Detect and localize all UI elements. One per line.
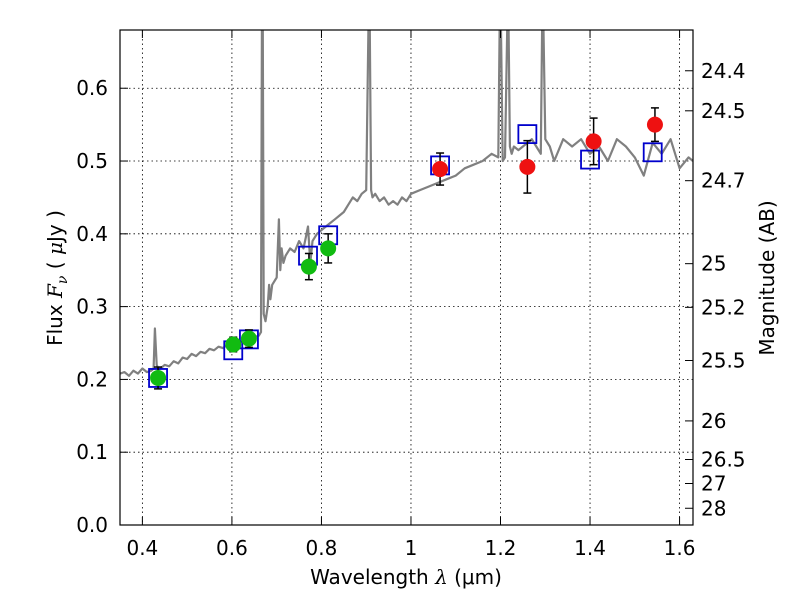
y-axis-label-unit: Jy ) [43, 210, 67, 244]
x-tick-label: 0.6 [216, 536, 248, 560]
mag-tick-label: 25.2 [701, 295, 746, 319]
photometry-point [432, 161, 449, 178]
photometry-point [240, 330, 257, 347]
y-axis-label-sub: ν [55, 275, 71, 284]
x-tick-label: 1.4 [574, 536, 606, 560]
mag-tick-label: 25 [701, 252, 726, 276]
x-axis-label: Wavelength λ (μm) [310, 565, 502, 589]
y-tick-label: 0.4 [76, 222, 108, 246]
plot-frame [119, 29, 694, 526]
photometry-point [519, 158, 536, 175]
y-axis-label-open: ( [43, 255, 67, 276]
photometry-point [150, 369, 167, 386]
marker-layer [148, 107, 663, 390]
mag-tick-label: 27 [701, 472, 726, 496]
x-axis-label-symbol: λ [434, 565, 448, 589]
model-photometry-square [642, 142, 663, 163]
ticks: 0.4 0.6 0.8 1 1.2 1.4 1.6 0.0 0.1 0.2 0.3 0.4 0.5 0.6… [76, 30, 746, 560]
photometry-point [646, 116, 663, 133]
photometry-point [300, 258, 317, 275]
photometry-point [225, 336, 242, 353]
mag-tick-label: 25.5 [701, 348, 746, 372]
photometry-point [320, 240, 337, 257]
model-photometry-square [580, 149, 600, 170]
x-tick-label: 1 [405, 536, 418, 560]
x-tick-label: 0.8 [306, 536, 338, 560]
y-axis-label-text: Flux [43, 298, 67, 346]
mag-tick-label: 24.4 [701, 59, 746, 83]
y-axis-label-symbol: F [43, 283, 67, 299]
x-axis-label-unit: (μm) [448, 565, 502, 589]
y-axis-label-mu: μ [43, 242, 67, 255]
y-axis-label: Flux Fν ( μJy ) [43, 210, 71, 346]
y-tick-label: 0.1 [76, 440, 108, 464]
data-layer [120, 30, 693, 377]
mag-tick-label: 24.7 [701, 169, 746, 193]
y-tick-label: 0.5 [76, 149, 108, 173]
x-tick-label: 1.2 [485, 536, 517, 560]
x-tick-label: 0.4 [126, 536, 158, 560]
x-tick-label: 1.6 [664, 536, 696, 560]
mag-tick-label: 26 [701, 409, 726, 433]
mag-tick-label: 28 [701, 496, 726, 520]
y-tick-label: 0.6 [76, 76, 108, 100]
mag-tick-label: 24.5 [701, 99, 746, 123]
x-axis-label-text: Wavelength [310, 565, 435, 589]
y-tick-label: 0.2 [76, 367, 108, 391]
y2-axis-label: Magnitude (AB) [755, 200, 779, 355]
spectrum-line [120, 30, 693, 377]
plot-background [120, 30, 693, 525]
y-tick-label: 0.3 [76, 295, 108, 319]
y-tick-label: 0.0 [76, 513, 108, 537]
photometry-point [585, 133, 602, 150]
mag-tick-label: 26.5 [701, 447, 746, 471]
